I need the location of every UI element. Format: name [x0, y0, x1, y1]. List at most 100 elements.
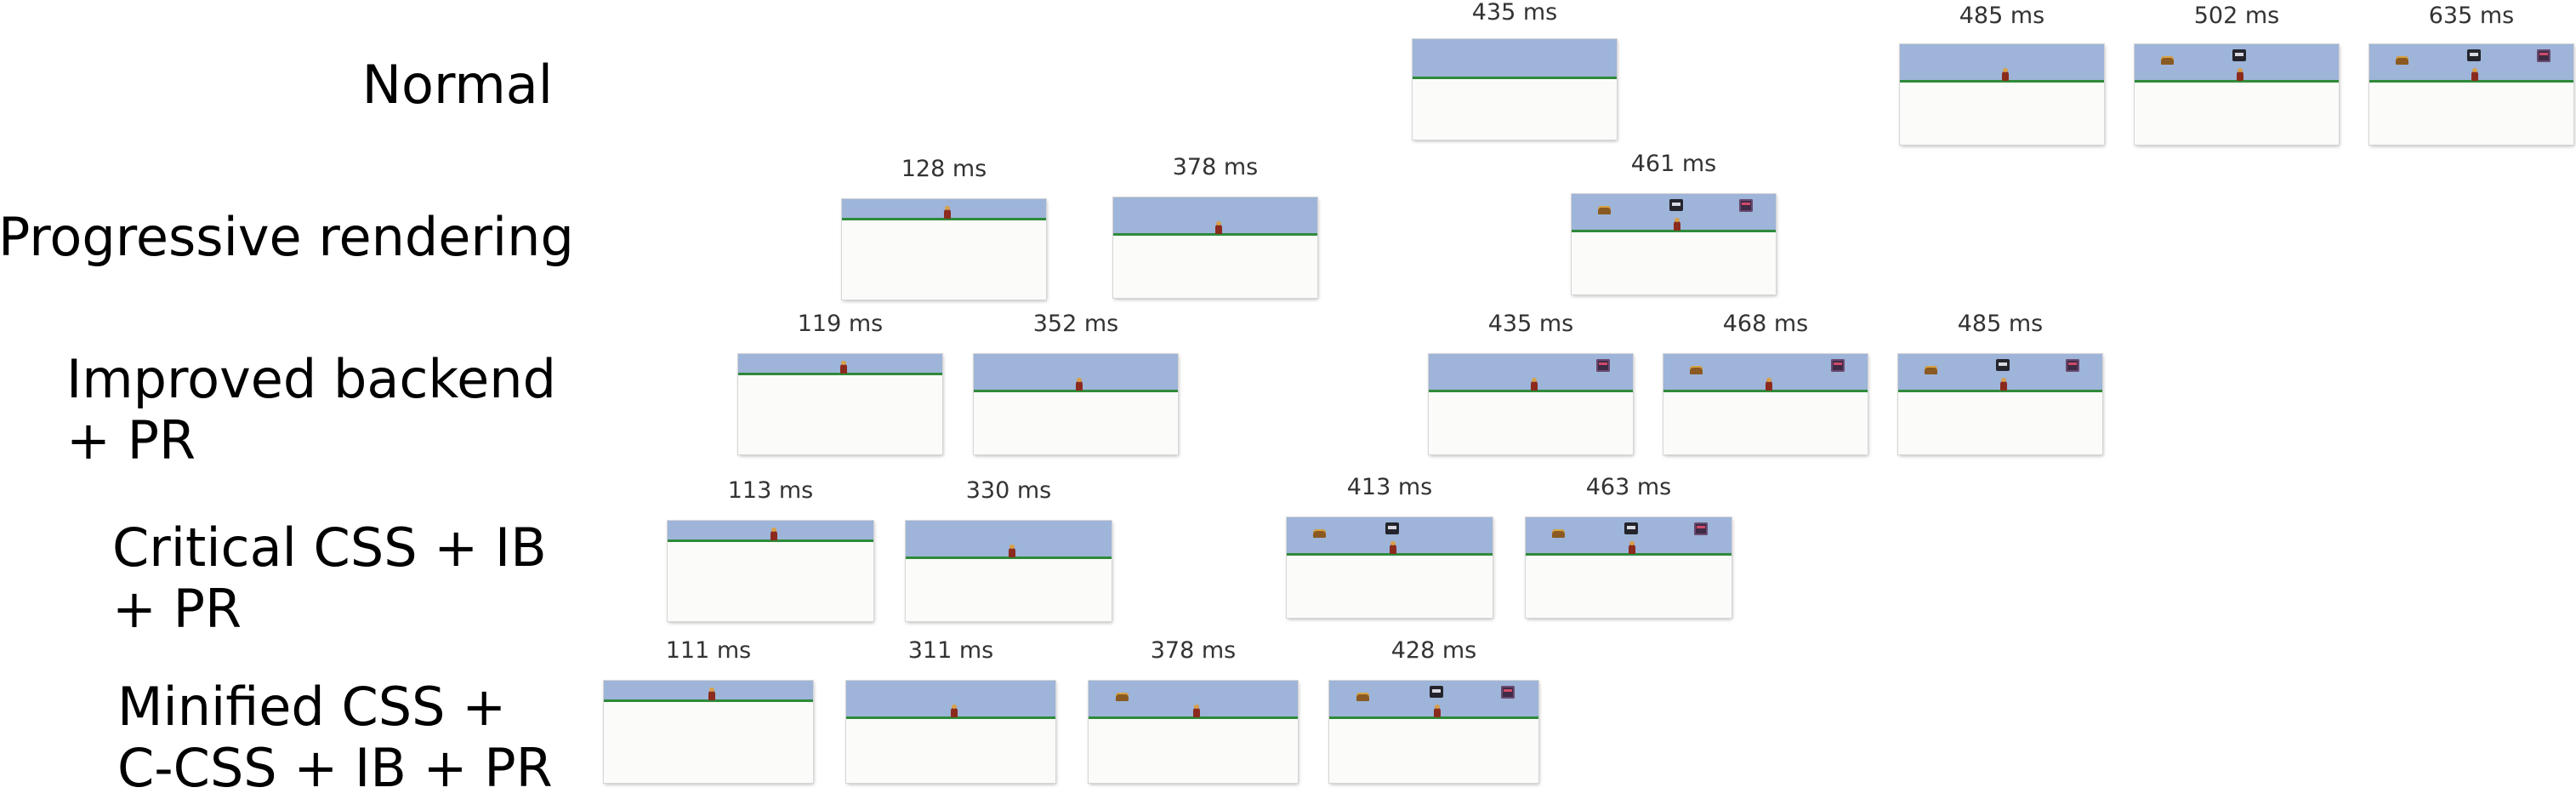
ground-line: [2369, 80, 2573, 83]
page-screenshot-thumbnail: [668, 521, 873, 621]
treasure-chest-sprite: [1356, 693, 1369, 701]
ground-line: [1572, 230, 1776, 232]
page-screenshot-thumbnail: [738, 354, 942, 454]
row-label-line: Progressive rendering: [0, 206, 574, 268]
player-sprite: [1193, 705, 1200, 717]
frame-timestamp: 352 ms: [1032, 311, 1119, 337]
ground-line: [906, 556, 1112, 559]
filmstrip-frame: 435 ms: [1413, 0, 1617, 787]
monster-sprite: [1739, 199, 1753, 212]
page-screenshot-thumbnail: [1526, 517, 1732, 618]
ground-line: [1089, 716, 1298, 719]
sky-area: [1900, 44, 2104, 82]
ground-line: [1663, 390, 1868, 392]
filmstrip-frame: 330 ms: [906, 0, 1112, 787]
sky-area: [1429, 354, 1633, 391]
treasure-chest-sprite: [1313, 529, 1326, 538]
filmstrip-frame: 485 ms: [1898, 0, 2102, 787]
sky-area: [738, 354, 942, 374]
filmstrip-frame: 461 ms: [1572, 0, 1776, 787]
treasure-chest-sprite: [1925, 366, 1937, 374]
player-sprite: [1215, 221, 1222, 234]
sky-area: [668, 521, 873, 541]
ground-line: [1898, 390, 2102, 392]
sky-area: [1898, 354, 2102, 391]
player-sprite: [2002, 68, 2009, 81]
filmstrip-frame: 463 ms: [1526, 0, 1732, 787]
player-sprite: [1766, 378, 1772, 391]
filmstrip-frame: 128 ms: [842, 0, 1046, 787]
filmstrip-frame: 468 ms: [1663, 0, 1868, 787]
car-sprite: [2232, 49, 2246, 61]
frame-timestamp: 378 ms: [1150, 637, 1237, 664]
filmstrip-frame: 635 ms: [2369, 0, 2573, 787]
treasure-chest-sprite: [1116, 693, 1129, 701]
ground-line: [1287, 553, 1493, 556]
sky-area: [1572, 194, 1776, 231]
frame-timestamp: 119 ms: [797, 311, 884, 337]
row-label-line: Improved backend: [66, 348, 556, 410]
ground-line: [2135, 80, 2339, 83]
car-sprite: [1430, 686, 1443, 698]
ground-line: [1900, 80, 2104, 83]
sky-area: [1526, 517, 1732, 555]
player-sprite: [1674, 218, 1680, 231]
ground-line: [1329, 716, 1538, 719]
row-label: Improved backend + PR: [66, 349, 568, 471]
row-label-line: Normal: [361, 54, 553, 116]
frame-timestamp: 435 ms: [1471, 0, 1558, 26]
page-screenshot-thumbnail: [1413, 39, 1617, 140]
row-label-line: Critical CSS + IB: [112, 516, 547, 579]
frame-timestamp: 635 ms: [2428, 3, 2515, 29]
frame-timestamp: 428 ms: [1390, 637, 1477, 664]
filmstrip-frame: 413 ms: [1287, 0, 1493, 787]
ground-line: [842, 218, 1046, 220]
row-label: Critical CSS + IB + PR: [112, 517, 571, 640]
player-sprite: [1390, 541, 1396, 554]
ground-line: [738, 373, 942, 375]
player-sprite: [951, 705, 958, 717]
page-screenshot-thumbnail: [842, 199, 1046, 300]
page-screenshot-thumbnail: [1898, 354, 2102, 454]
player-sprite: [771, 528, 777, 540]
filmstrip-frame: 378 ms: [1089, 0, 1298, 787]
player-sprite: [944, 206, 951, 219]
filmstrip-frame: 119 ms: [738, 0, 942, 787]
page-screenshot-thumbnail: [604, 681, 813, 783]
frame-timestamp: 485 ms: [1959, 3, 2045, 29]
car-sprite: [2467, 49, 2481, 61]
sky-area: [906, 521, 1112, 558]
monster-sprite: [1831, 359, 1845, 372]
ground-line: [604, 699, 813, 702]
filmstrip-frame: 111 ms: [604, 0, 813, 787]
sky-area: [846, 681, 1055, 718]
sky-area: [604, 681, 813, 701]
ground-line: [974, 390, 1178, 392]
treasure-chest-sprite: [2396, 56, 2408, 65]
sky-area: [1287, 517, 1493, 555]
player-sprite: [1076, 378, 1083, 391]
player-sprite: [840, 361, 847, 374]
page-screenshot-thumbnail: [974, 354, 1178, 454]
player-sprite: [2237, 68, 2243, 81]
player-sprite: [1434, 705, 1441, 717]
page-screenshot-thumbnail: [1113, 197, 1317, 298]
filmstrip-frame: 502 ms: [2135, 0, 2339, 787]
player-sprite: [2471, 68, 2478, 81]
frame-timestamp: 463 ms: [1585, 474, 1672, 500]
page-screenshot-thumbnail: [1429, 354, 1633, 454]
sky-area: [1413, 39, 1617, 77]
row-label-line: + PR: [66, 409, 196, 471]
page-screenshot-thumbnail: [1329, 681, 1538, 783]
player-sprite: [1531, 378, 1538, 391]
row-label-line: Minified CSS +: [117, 676, 507, 738]
filmstrip-frame: 485 ms: [1900, 0, 2104, 787]
treasure-chest-sprite: [1598, 206, 1611, 214]
frame-timestamp: 111 ms: [665, 637, 752, 664]
ground-line: [1113, 233, 1317, 236]
sky-area: [1113, 197, 1317, 235]
player-sprite: [2000, 378, 2007, 391]
sky-area: [2135, 44, 2339, 82]
car-sprite: [1624, 522, 1638, 534]
